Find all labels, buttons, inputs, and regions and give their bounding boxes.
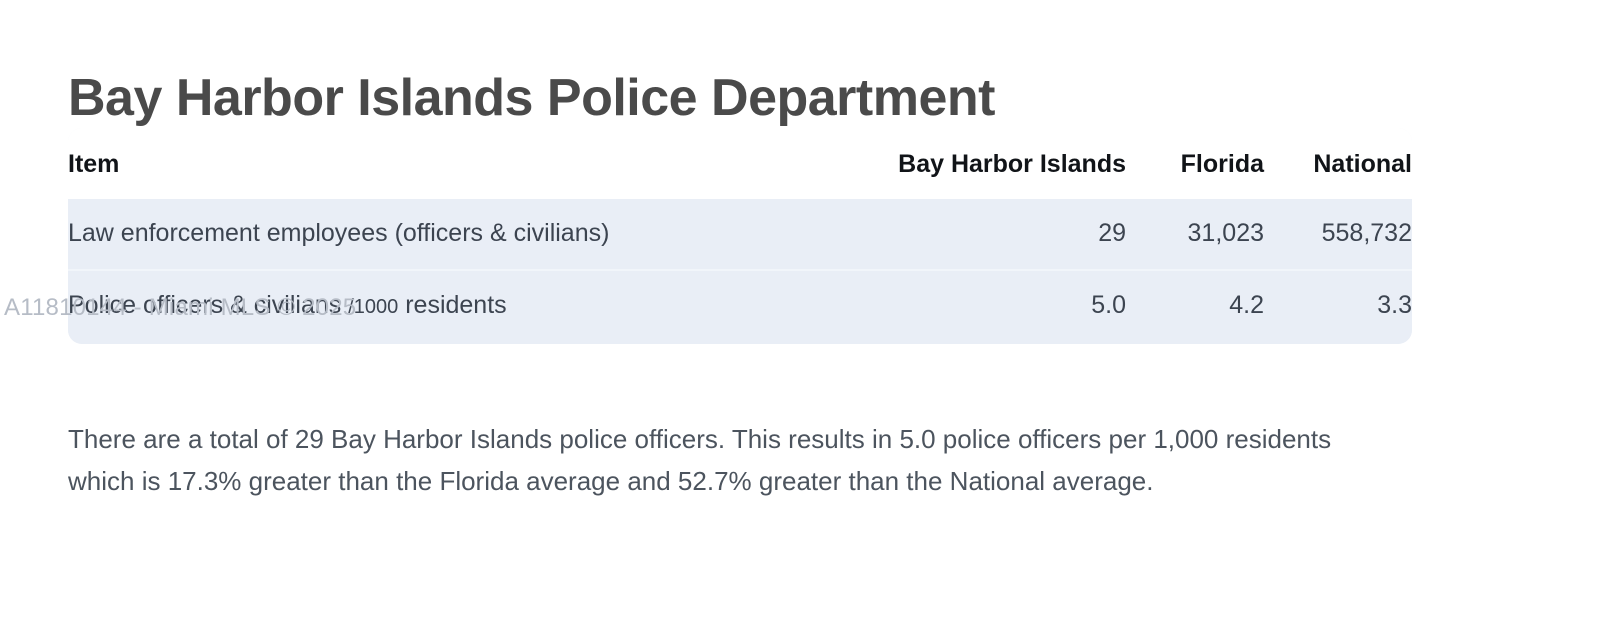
stats-table-card: Item Bay Harbor Islands Florida National…: [68, 128, 1412, 344]
column-header-bay-harbor-islands: Bay Harbor Islands: [858, 128, 1126, 199]
table-body: Law enforcement employees (officers & ci…: [68, 199, 1412, 344]
column-header-item: Item: [68, 128, 858, 199]
cell-police-officers-per-1000-state: 4.2: [1126, 269, 1264, 344]
table-header: Item Bay Harbor Islands Florida National: [68, 128, 1412, 199]
cell-police-officers-per-1000-national: 3.3: [1264, 269, 1412, 344]
table-header-row: Item Bay Harbor Islands Florida National: [68, 128, 1412, 199]
police-stats-table: Item Bay Harbor Islands Florida National…: [68, 128, 1412, 344]
page-title: Bay Harbor Islands Police Department: [68, 68, 995, 127]
row-label-law-enforcement-employees: Law enforcement employees (officers & ci…: [68, 199, 858, 270]
row-label-prefix: Police officers & civilians: [68, 291, 349, 319]
summary-paragraph: There are a total of 29 Bay Harbor Islan…: [68, 424, 1332, 496]
column-header-florida: Florida: [1126, 128, 1264, 199]
cell-police-officers-per-1000-local: 5.0: [858, 269, 1126, 344]
table-row: Police officers & civilians /1000 reside…: [68, 269, 1412, 344]
table-row: Law enforcement employees (officers & ci…: [68, 199, 1412, 270]
cell-law-enforcement-employees-local: 29: [858, 199, 1126, 270]
row-label-unit: /1000: [348, 296, 399, 318]
column-header-national: National: [1264, 128, 1412, 199]
row-label-police-officers-per-1000: Police officers & civilians /1000 reside…: [68, 269, 858, 344]
row-label-suffix: residents: [398, 291, 507, 319]
cell-law-enforcement-employees-national: 558,732: [1264, 199, 1412, 270]
cell-law-enforcement-employees-state: 31,023: [1126, 199, 1264, 270]
